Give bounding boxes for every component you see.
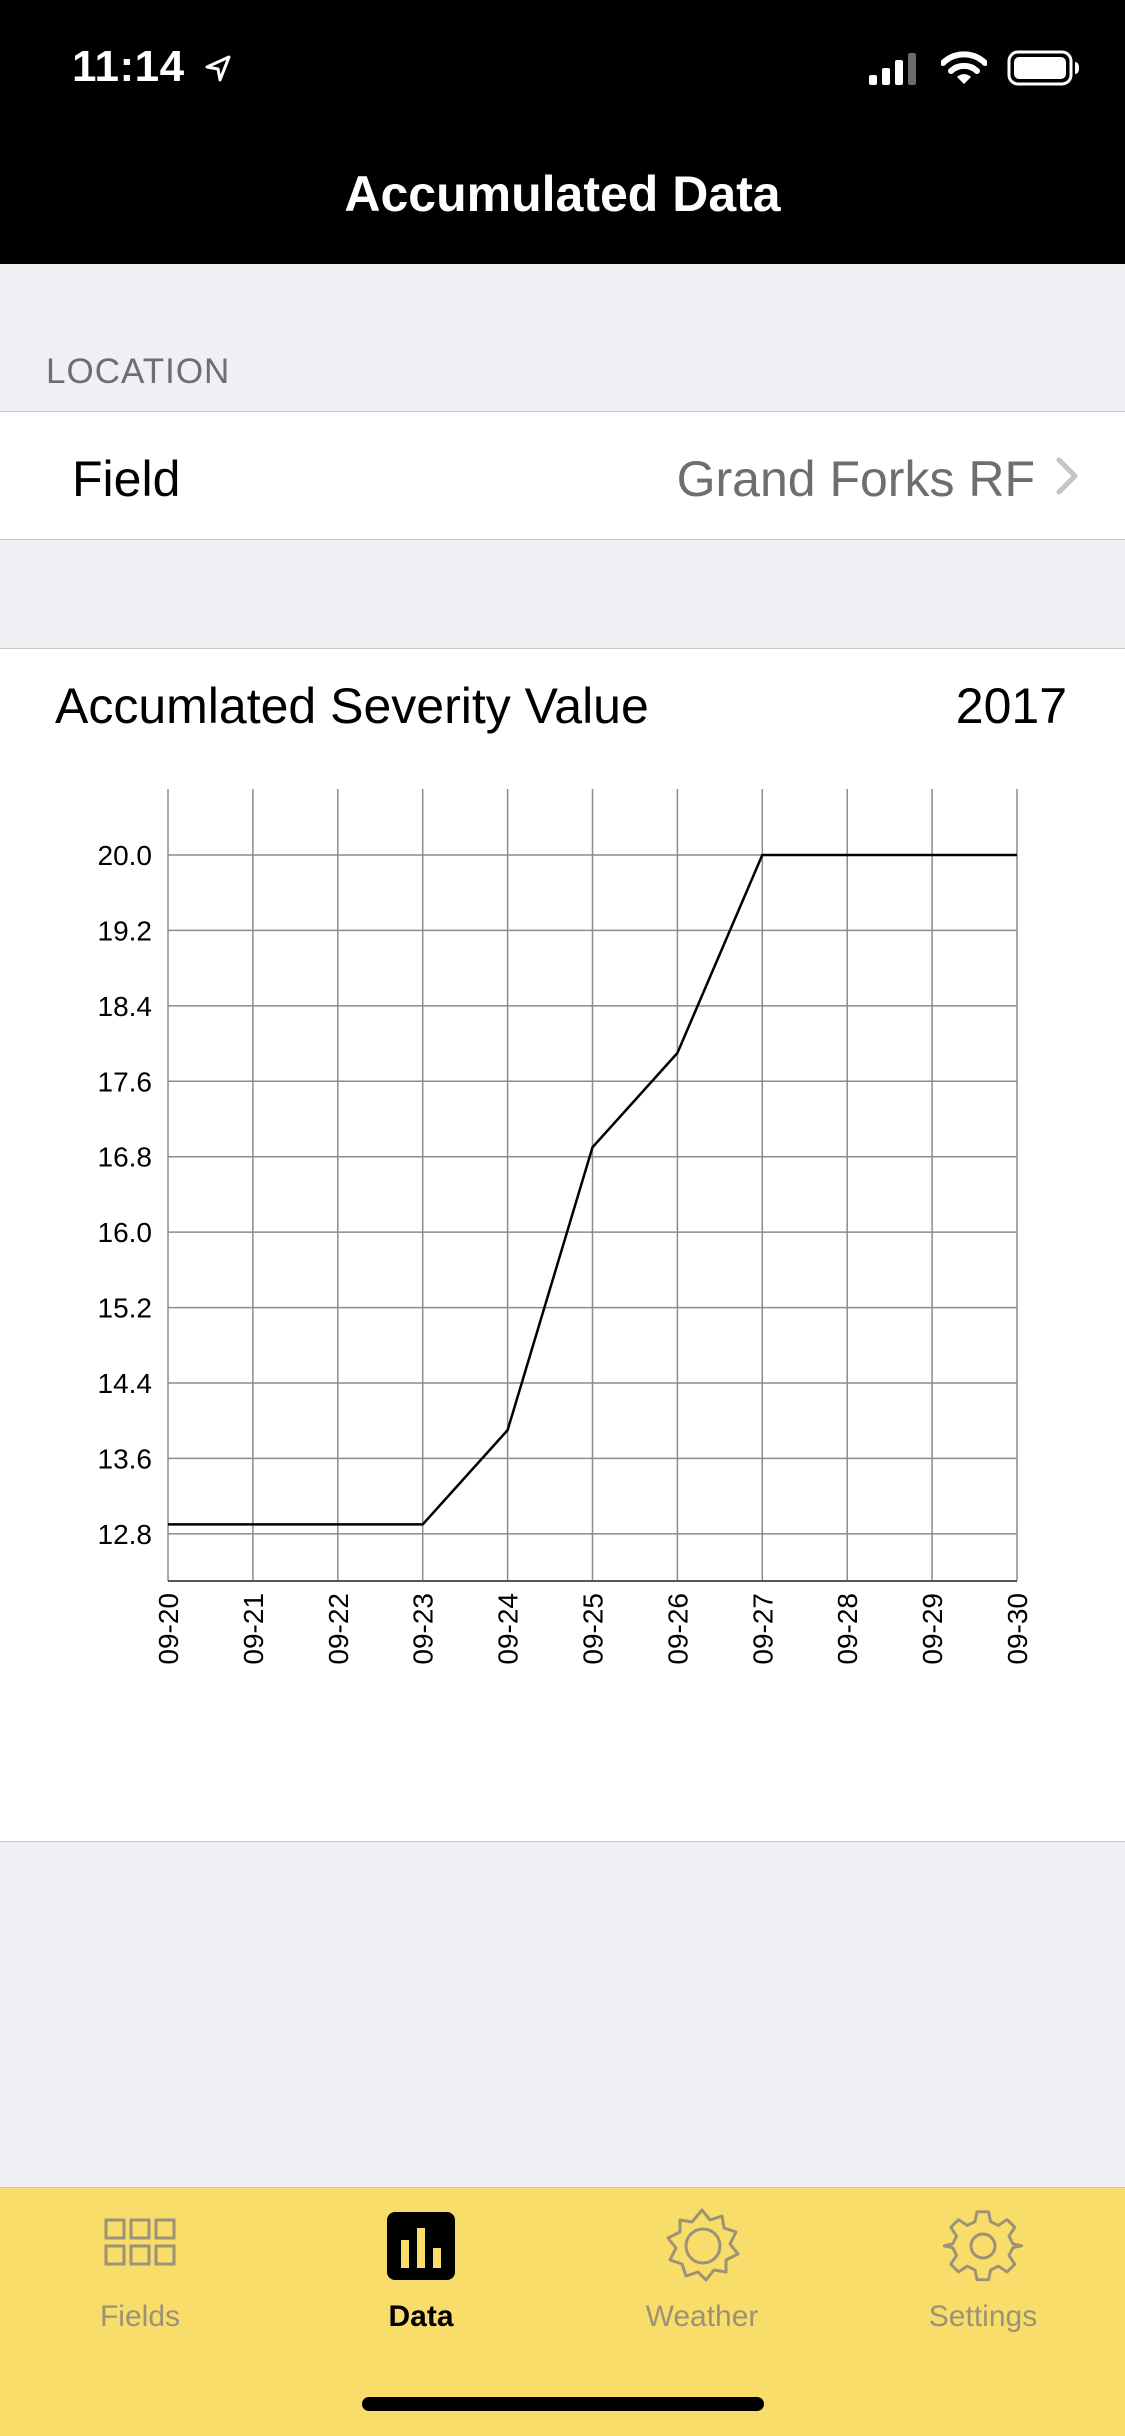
- x-tick-label: 09-21: [238, 1593, 269, 1665]
- navigation-header: 11:14 Accumulated Data: [0, 0, 1125, 264]
- tab-weather-label: Weather: [645, 2300, 759, 2333]
- field-label: Field: [72, 451, 181, 507]
- x-tick-label: 09-20: [153, 1593, 184, 1665]
- status-time: 11:14: [72, 42, 233, 92]
- y-tick-label: 15.2: [98, 1293, 153, 1324]
- y-tick-label: 20.0: [98, 840, 153, 871]
- tab-weather[interactable]: Weather: [602, 2206, 802, 2334]
- x-tick-label: 09-28: [832, 1593, 863, 1665]
- status-time-text: 11:14: [72, 42, 185, 91]
- field-value: Grand Forks RF: [676, 451, 1035, 507]
- cellular-signal-icon: [869, 53, 916, 85]
- wifi-icon: [941, 51, 987, 84]
- tab-fields-label: Fields: [99, 2300, 181, 2333]
- tab-settings[interactable]: Settings: [883, 2206, 1083, 2334]
- x-tick-label: 09-26: [662, 1593, 693, 1665]
- y-tick-label: 19.2: [98, 915, 153, 946]
- location-section-header: LOCATION: [46, 352, 231, 391]
- sun-icon: [666, 2208, 740, 2282]
- x-tick-label: 09-30: [1002, 1593, 1033, 1665]
- bar-chart-icon: [387, 2212, 455, 2280]
- chevron-right-icon: [1056, 457, 1078, 495]
- x-tick-label: 09-25: [578, 1593, 609, 1665]
- page-title: Accumulated Data: [344, 166, 781, 222]
- tab-fields[interactable]: Fields: [40, 2206, 240, 2334]
- chart-title: Accumlated Severity Value: [55, 678, 649, 734]
- x-tick-label: 09-23: [408, 1593, 439, 1665]
- y-tick-label: 12.8: [98, 1519, 153, 1550]
- y-tick-label: 14.4: [98, 1368, 153, 1399]
- x-tick-label: 09-24: [493, 1593, 524, 1665]
- location-arrow-icon: [205, 55, 231, 82]
- severity-line-chart: 12.8 13.6 14.4 15.2 16.0 16.8 17.6 18.4 19.2 20.0…: [98, 789, 1033, 1665]
- field-selector-row[interactable]: Field Grand Forks RF: [0, 411, 1125, 540]
- x-tick-label: 09-27: [747, 1593, 778, 1665]
- tab-data-label: Data: [388, 2300, 454, 2333]
- y-tick-label: 17.6: [98, 1066, 153, 1097]
- status-icons: [867, 50, 1081, 86]
- chart-year: 2017: [955, 678, 1067, 734]
- y-tick-label: 18.4: [98, 991, 153, 1022]
- battery-icon: [1007, 50, 1079, 86]
- x-tick-label: 09-29: [917, 1593, 948, 1665]
- tab-bar: Fields Data Weather Settings: [0, 2187, 1125, 2436]
- chart-card: Accumlated Severity Value 2017 12.8 13.6 1…: [0, 648, 1125, 1842]
- grid-icon: [104, 2218, 176, 2266]
- tab-settings-label: Settings: [928, 2300, 1038, 2333]
- y-tick-label: 16.8: [98, 1142, 153, 1173]
- x-tick-label: 09-22: [323, 1593, 354, 1665]
- y-tick-label: 16.0: [98, 1217, 153, 1248]
- home-indicator: [362, 2397, 764, 2411]
- y-tick-label: 13.6: [98, 1443, 153, 1474]
- tab-data[interactable]: Data: [321, 2206, 521, 2334]
- gear-icon: [943, 2210, 1023, 2282]
